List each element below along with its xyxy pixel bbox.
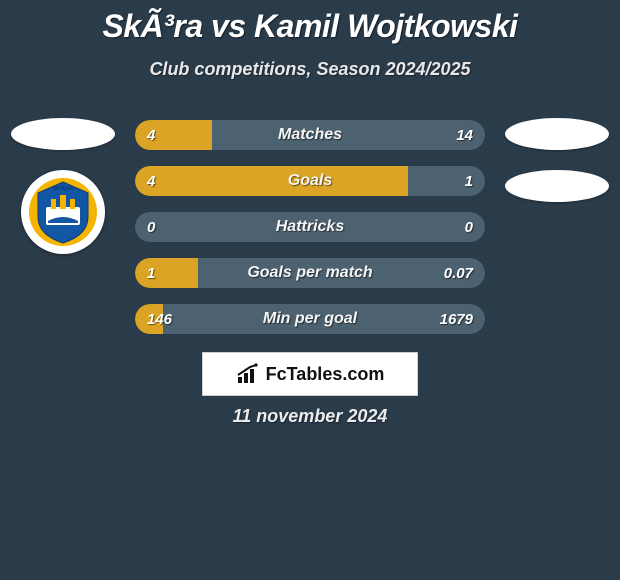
right-player-badge-2 <box>505 170 609 202</box>
left-club-crest: SPÓŁKA <box>21 170 105 254</box>
vs-separator: vs <box>211 8 246 44</box>
stat-label: Min per goal <box>135 304 485 334</box>
stat-row-hattricks: 0 Hattricks 0 <box>135 212 485 242</box>
stat-value-right: 0 <box>465 212 473 242</box>
subtitle: Club competitions, Season 2024/2025 <box>0 59 620 80</box>
stat-row-matches: 4 Matches 14 <box>135 120 485 150</box>
stat-row-goals: 4 Goals 1 <box>135 166 485 196</box>
stats-container: 4 Matches 14 4 Goals 1 0 Hattricks 0 1 G… <box>135 120 485 350</box>
branding-box: FcTables.com <box>202 352 418 396</box>
svg-text:SPÓŁKA: SPÓŁKA <box>53 184 74 192</box>
stat-label: Matches <box>135 120 485 150</box>
stat-row-min-per-goal: 146 Min per goal 1679 <box>135 304 485 334</box>
stat-label: Goals per match <box>135 258 485 288</box>
stat-value-right: 1 <box>465 166 473 196</box>
bar-chart-icon <box>236 363 260 385</box>
left-badges-column: SPÓŁKA <box>8 118 118 254</box>
page-title: SkÃ³ra vs Kamil Wojtkowski <box>0 0 620 45</box>
branding-text: FcTables.com <box>266 364 385 385</box>
stat-value-right: 0.07 <box>444 258 473 288</box>
right-badges-column <box>502 118 612 222</box>
stat-value-right: 1679 <box>440 304 473 334</box>
stat-row-goals-per-match: 1 Goals per match 0.07 <box>135 258 485 288</box>
player-right-name: Kamil Wojtkowski <box>254 8 517 44</box>
player-left-name: SkÃ³ra <box>103 8 203 44</box>
stat-label: Hattricks <box>135 212 485 242</box>
date-text: 11 november 2024 <box>0 406 620 427</box>
club-crest-icon: SPÓŁKA <box>28 177 98 247</box>
left-player-badge <box>11 118 115 150</box>
right-player-badge-1 <box>505 118 609 150</box>
stat-value-right: 14 <box>456 120 473 150</box>
stat-label: Goals <box>135 166 485 196</box>
